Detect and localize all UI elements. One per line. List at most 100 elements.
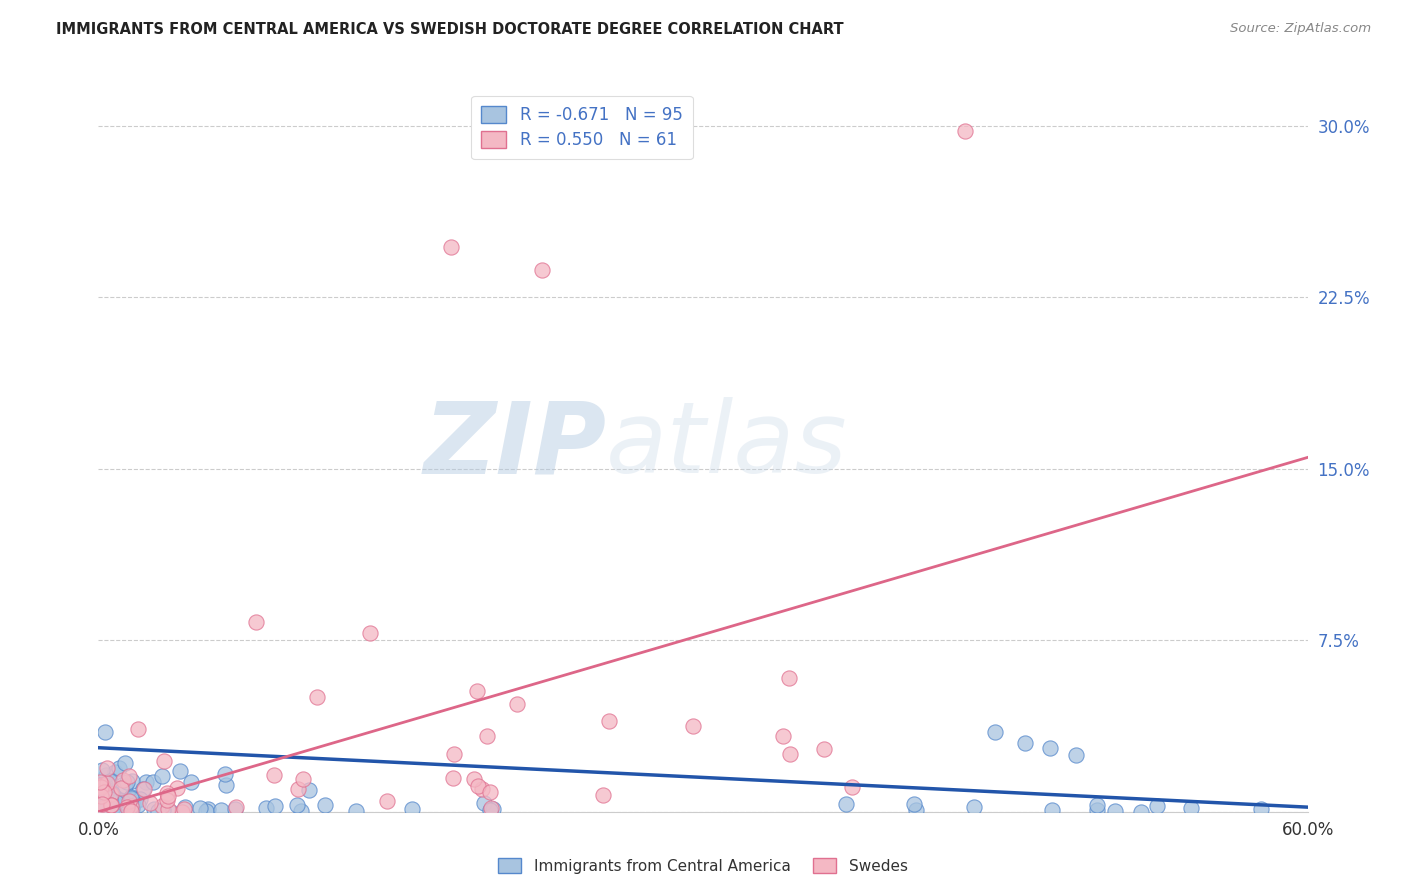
- Point: [443, 747, 465, 761]
- Point: [530, 263, 553, 277]
- Point: [841, 780, 863, 795]
- Point: [143, 802, 166, 816]
- Point: [129, 791, 152, 805]
- Point: [127, 722, 149, 736]
- Point: [115, 799, 138, 814]
- Point: [121, 803, 143, 817]
- Point: [264, 798, 287, 813]
- Point: [224, 802, 246, 816]
- Point: [93, 780, 115, 795]
- Point: [813, 741, 835, 756]
- Point: [152, 769, 174, 783]
- Text: IMMIGRANTS FROM CENTRAL AMERICA VS SWEDISH DOCTORATE DEGREE CORRELATION CHART: IMMIGRANTS FROM CENTRAL AMERICA VS SWEDI…: [56, 22, 844, 37]
- Point: [953, 123, 976, 137]
- Point: [94, 791, 117, 805]
- Point: [100, 787, 122, 801]
- Point: [150, 798, 173, 813]
- Point: [254, 801, 277, 815]
- Point: [169, 764, 191, 778]
- Point: [472, 796, 495, 810]
- Point: [103, 805, 125, 819]
- Point: [1014, 736, 1036, 750]
- Point: [153, 754, 176, 768]
- Point: [214, 767, 236, 781]
- Point: [984, 724, 1007, 739]
- Point: [307, 690, 329, 705]
- Point: [360, 626, 382, 640]
- Point: [344, 804, 367, 818]
- Point: [598, 714, 620, 728]
- Point: [401, 802, 423, 816]
- Point: [94, 802, 117, 816]
- Point: [89, 779, 111, 793]
- Point: [100, 787, 122, 801]
- Point: [290, 805, 312, 819]
- Point: [160, 805, 183, 819]
- Point: [285, 798, 308, 813]
- Point: [91, 801, 114, 815]
- Point: [156, 785, 179, 799]
- Point: [166, 780, 188, 795]
- Point: [89, 780, 111, 795]
- Point: [467, 779, 489, 793]
- Point: [118, 794, 141, 808]
- Point: [90, 789, 112, 803]
- Point: [135, 775, 157, 789]
- Point: [214, 778, 236, 792]
- Point: [778, 671, 800, 685]
- Point: [148, 804, 170, 818]
- Point: [115, 774, 138, 789]
- Point: [98, 773, 121, 788]
- Point: [110, 780, 132, 795]
- Point: [108, 761, 131, 775]
- Point: [120, 789, 142, 804]
- Point: [100, 786, 122, 800]
- Point: [1146, 798, 1168, 813]
- Point: [482, 802, 505, 816]
- Point: [1180, 801, 1202, 815]
- Point: [104, 790, 127, 805]
- Point: [478, 785, 501, 799]
- Text: ZIP: ZIP: [423, 398, 606, 494]
- Point: [1064, 747, 1087, 762]
- Point: [93, 785, 115, 799]
- Point: [90, 764, 112, 778]
- Point: [89, 778, 111, 792]
- Point: [180, 774, 202, 789]
- Point: [1087, 797, 1109, 812]
- Point: [108, 804, 131, 818]
- Point: [471, 782, 494, 797]
- Point: [120, 804, 142, 818]
- Point: [100, 797, 122, 812]
- Point: [101, 801, 124, 815]
- Text: atlas: atlas: [606, 398, 848, 494]
- Point: [91, 778, 114, 792]
- Point: [100, 786, 122, 800]
- Point: [100, 798, 122, 813]
- Point: [903, 797, 925, 811]
- Point: [195, 804, 218, 818]
- Point: [592, 789, 614, 803]
- Point: [170, 805, 193, 819]
- Point: [93, 778, 115, 792]
- Point: [96, 781, 118, 796]
- Point: [245, 615, 267, 629]
- Point: [375, 794, 398, 808]
- Text: Source: ZipAtlas.com: Source: ZipAtlas.com: [1230, 22, 1371, 36]
- Point: [141, 775, 163, 789]
- Point: [834, 797, 856, 811]
- Point: [463, 772, 485, 786]
- Point: [440, 240, 463, 254]
- Point: [173, 802, 195, 816]
- Point: [188, 801, 211, 815]
- Point: [114, 756, 136, 771]
- Point: [96, 762, 118, 776]
- Point: [94, 786, 117, 800]
- Point: [121, 797, 143, 812]
- Point: [682, 719, 704, 733]
- Point: [479, 803, 502, 817]
- Point: [1040, 804, 1063, 818]
- Point: [114, 779, 136, 793]
- Point: [152, 803, 174, 817]
- Point: [121, 792, 143, 806]
